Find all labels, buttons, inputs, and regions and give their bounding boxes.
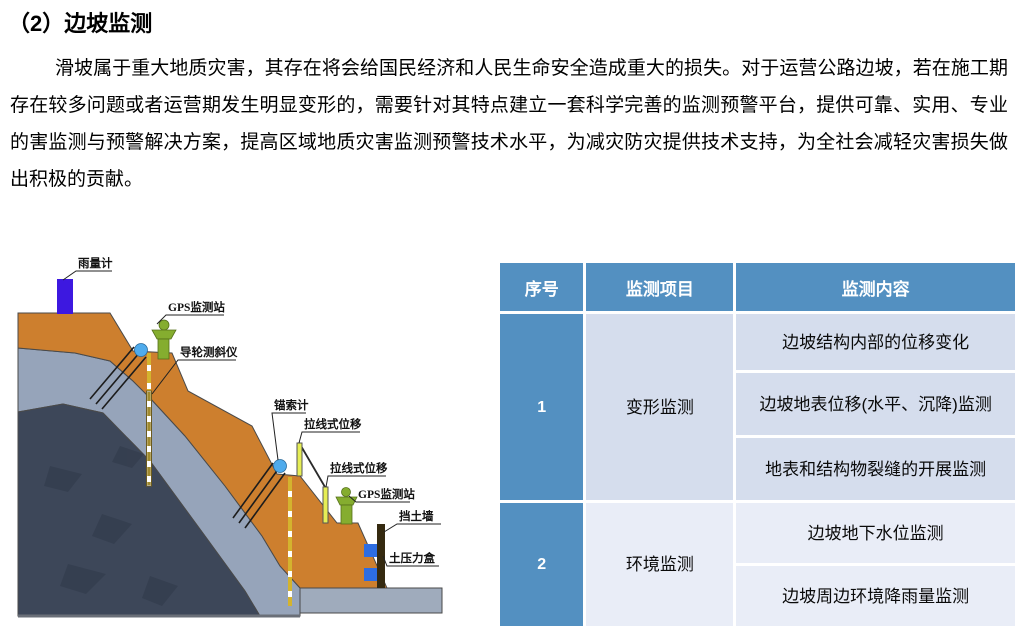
row1-content-1: 边坡结构内部的位移变化 <box>736 314 1015 370</box>
pull-wire-2-leader <box>325 475 386 488</box>
table-row: 2 环境监测 边坡地下水位监测 <box>500 503 1015 626</box>
row2-content-2: 边坡周边环境降雨量监测 <box>736 566 1015 626</box>
row2-content-1: 边坡地下水位监测 <box>736 503 1015 563</box>
pull-wire-2-label: 拉线式位移 <box>330 461 388 475</box>
row1-content-3: 地表和结构物裂缝的开展监测 <box>736 438 1015 500</box>
anchor-gauge-leader <box>271 412 306 461</box>
row1-item: 变形监测 <box>586 314 734 500</box>
anchor-cables-upper <box>89 346 147 410</box>
pull-wire-1-leader <box>298 431 360 444</box>
anchor-gauge-head <box>273 459 287 473</box>
intro-paragraph: 滑坡属于重大地质灾害，其存在将会给国民经济和人民生命安全造成重大的损失。对于运营… <box>10 58 1008 190</box>
callout-leaders <box>62 270 441 567</box>
row2-number: 2 <box>500 503 584 626</box>
col-header-item: 监测项目 <box>586 263 734 311</box>
inclinometer-staff <box>146 353 152 487</box>
earth-pressure-cell-2 <box>364 568 377 581</box>
slope-diagram-svg: 雨量计 GPS监测站 导轮测斜仪 锚索计 拉线式位移 拉线式位移 GPS监测站 … <box>17 256 443 618</box>
gps-station-1-label: GPS监测站 <box>168 300 225 314</box>
anchor-head-upper <box>134 343 148 357</box>
monitoring-table-wrap: 序号 监测项目 监测内容 1 变形监测 边坡结构内部的位移变化 边坡地表位移(水… <box>497 260 1016 629</box>
rain-gauge-leader <box>62 270 112 281</box>
page-title: （2）边坡监测 <box>8 11 153 36</box>
gps-station-1 <box>151 319 177 360</box>
retaining-wall-label: 挡土墙 <box>399 509 434 523</box>
rain-gauge-label: 雨量计 <box>78 256 113 270</box>
base-platform <box>299 587 443 614</box>
retaining-wall <box>377 524 385 588</box>
row2-item: 环境监测 <box>586 503 734 626</box>
gps2-leader <box>348 495 410 503</box>
inclinometer-leader <box>151 359 236 395</box>
earth-pressure-cell-1 <box>364 544 377 557</box>
gps-station-2-label: GPS监测站 <box>358 487 415 501</box>
retaining-wall-leader <box>383 523 441 533</box>
row1-number: 1 <box>500 314 584 500</box>
col-header-content: 监测内容 <box>736 263 1015 311</box>
pressure-cell-leader <box>382 555 439 567</box>
earth-pressure-cell-label: 土压力盒 <box>389 551 435 565</box>
rain-gauge <box>57 279 73 314</box>
monitoring-table: 序号 监测项目 监测内容 1 变形监测 边坡结构内部的位移变化 边坡地表位移(水… <box>497 260 1016 629</box>
pull-wire-sensor-1 <box>296 442 303 477</box>
anchor-gauge-label: 锚索计 <box>274 398 309 412</box>
col-header-number: 序号 <box>500 263 584 311</box>
bedrock-texture <box>44 446 178 606</box>
gps1-leader <box>156 314 224 325</box>
gps-station-2 <box>335 487 358 525</box>
table-row: 1 变形监测 边坡结构内部的位移变化 <box>500 314 1015 500</box>
table-row: 边坡周边环境降雨量监测 <box>500 566 1015 626</box>
table-row: 边坡地表位移(水平、沉降)监测 <box>500 373 1015 435</box>
slope-monitoring-diagram: 雨量计 GPS监测站 导轮测斜仪 锚索计 拉线式位移 拉线式位移 GPS监测站 … <box>10 246 470 626</box>
table-row: 地表和结构物裂缝的开展监测 <box>500 438 1015 500</box>
anchor-cables-lower <box>232 462 286 529</box>
row1-content-2: 边坡地表位移(水平、沉降)监测 <box>736 373 1015 435</box>
pull-wire-1-label: 拉线式位移 <box>304 417 362 431</box>
pull-wire-cable <box>300 445 326 488</box>
pull-wire-sensor-2 <box>322 486 329 524</box>
table-header-row: 序号 监测项目 监测内容 <box>500 263 1015 311</box>
inclinometer-label: 导轮测斜仪 <box>180 345 238 359</box>
soil-slope-layer <box>17 312 388 589</box>
